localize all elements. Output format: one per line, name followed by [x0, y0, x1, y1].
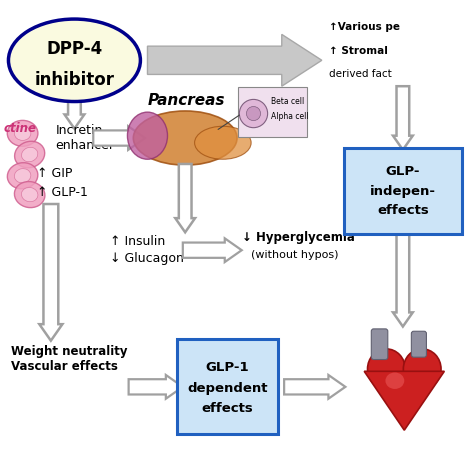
Text: GLP-1: GLP-1 [206, 361, 249, 374]
Polygon shape [39, 204, 63, 341]
Ellipse shape [195, 126, 251, 159]
Text: dependent: dependent [187, 382, 268, 395]
Ellipse shape [7, 163, 38, 189]
Text: inhibitor: inhibitor [35, 71, 114, 89]
Text: derived fact: derived fact [329, 69, 392, 80]
FancyBboxPatch shape [344, 148, 462, 234]
Text: Pancreas: Pancreas [147, 93, 225, 108]
Text: effects: effects [377, 204, 429, 217]
FancyBboxPatch shape [177, 339, 278, 434]
Polygon shape [284, 375, 346, 399]
Ellipse shape [14, 126, 31, 140]
Ellipse shape [403, 349, 441, 389]
Text: Alpha cell: Alpha cell [271, 112, 309, 121]
Polygon shape [183, 238, 242, 262]
Circle shape [239, 100, 268, 128]
Text: indepen-: indepen- [370, 184, 436, 198]
FancyBboxPatch shape [411, 331, 427, 357]
Text: GLP-: GLP- [386, 165, 420, 178]
Circle shape [246, 107, 261, 120]
Polygon shape [147, 35, 322, 86]
Polygon shape [64, 100, 84, 128]
Text: ↓ Glucagon: ↓ Glucagon [110, 252, 183, 264]
Text: ↑ Stromal: ↑ Stromal [329, 46, 388, 56]
Text: Vascular effects: Vascular effects [11, 360, 118, 373]
Text: effects: effects [202, 402, 254, 415]
Text: ↑ GIP: ↑ GIP [36, 167, 72, 180]
Polygon shape [93, 126, 145, 150]
Text: ↑ GLP-1: ↑ GLP-1 [36, 186, 88, 199]
Text: Incretin: Incretin [55, 125, 103, 137]
Polygon shape [128, 375, 183, 399]
Ellipse shape [15, 141, 45, 168]
FancyBboxPatch shape [371, 329, 388, 359]
Polygon shape [393, 86, 413, 150]
Text: Beta cell: Beta cell [271, 97, 304, 106]
Text: (without hypos): (without hypos) [251, 250, 338, 260]
Ellipse shape [367, 349, 405, 389]
Polygon shape [364, 371, 444, 430]
FancyBboxPatch shape [238, 87, 307, 137]
Text: ↓ Hyperglycemia: ↓ Hyperglycemia [242, 230, 355, 244]
Ellipse shape [9, 19, 140, 101]
Ellipse shape [7, 120, 38, 146]
Text: ctine: ctine [4, 122, 37, 135]
Ellipse shape [385, 373, 404, 389]
Text: enhancer: enhancer [55, 138, 115, 152]
Polygon shape [393, 230, 413, 327]
Text: ↑Various pe: ↑Various pe [329, 22, 400, 32]
Ellipse shape [21, 147, 38, 162]
Text: ↑ Insulin: ↑ Insulin [110, 235, 165, 248]
Polygon shape [175, 164, 195, 232]
Ellipse shape [128, 112, 167, 159]
Text: DPP-4: DPP-4 [46, 39, 102, 57]
Ellipse shape [14, 182, 45, 208]
Text: Weight neutrality: Weight neutrality [11, 345, 128, 357]
Ellipse shape [14, 169, 31, 183]
Ellipse shape [133, 111, 237, 165]
Ellipse shape [21, 188, 38, 202]
